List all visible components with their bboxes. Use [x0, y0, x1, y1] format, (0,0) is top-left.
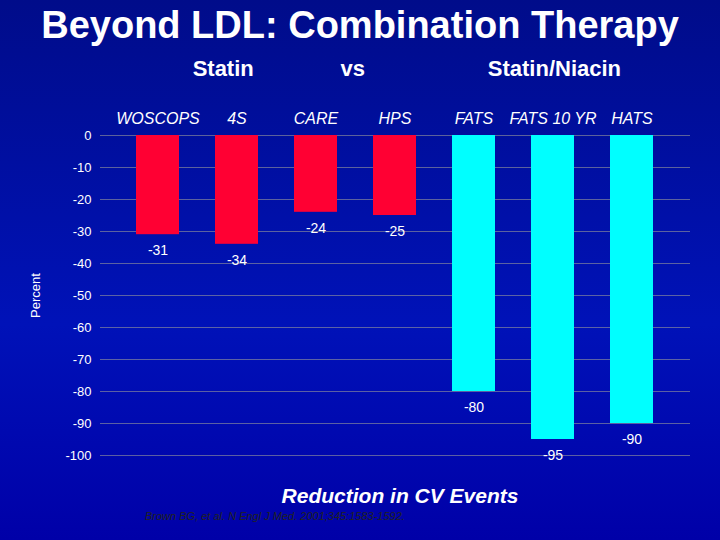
svg-text:FATS: FATS	[455, 110, 494, 127]
svg-text:-90: -90	[73, 416, 92, 431]
svg-text:WOSCOPS: WOSCOPS	[116, 110, 200, 127]
svg-text:CARE: CARE	[294, 110, 339, 127]
svg-text:FATS 10 YR: FATS 10 YR	[509, 110, 597, 127]
html-text:Reduction in CV Events: Reduction in CV Events	[281, 484, 519, 507]
svg-text:0: 0	[84, 128, 91, 143]
html-text:Beyond LDL: Combination Therap: Beyond LDL: Combination Therapy	[41, 4, 679, 46]
svg-text:-70: -70	[73, 352, 92, 367]
svg-text:HATS: HATS	[611, 110, 653, 127]
svg-text:HPS: HPS	[379, 110, 412, 127]
html-text:Statin: Statin	[192, 56, 254, 81]
svg-text:-34: -34	[227, 252, 247, 268]
svg-text:-25: -25	[385, 223, 405, 239]
svg-text:-30: -30	[73, 224, 92, 239]
svg-text:-10: -10	[73, 160, 92, 175]
html-text:Brown BG, et al. N Engl J Med.: Brown BG, et al. N Engl J Med. 2001;345:…	[145, 510, 405, 522]
svg-text:-80: -80	[464, 399, 484, 415]
svg-text:-95: -95	[543, 447, 563, 463]
svg-text:-40: -40	[73, 256, 92, 271]
svg-text:-31: -31	[148, 242, 168, 258]
svg-text:4S: 4S	[227, 110, 247, 127]
svg-text:-50: -50	[73, 288, 92, 303]
svg-text:-80: -80	[73, 384, 92, 399]
html-text:vs: vs	[340, 56, 365, 81]
svg-text:-24: -24	[306, 220, 326, 236]
html-text:Statin/Niacin: Statin/Niacin	[487, 56, 621, 81]
svg-text:Percent: Percent	[28, 273, 43, 318]
svg-text:-90: -90	[622, 431, 642, 447]
svg-text:-100: -100	[65, 448, 91, 463]
svg-text:-60: -60	[73, 320, 92, 335]
svg-text:-20: -20	[73, 192, 92, 207]
